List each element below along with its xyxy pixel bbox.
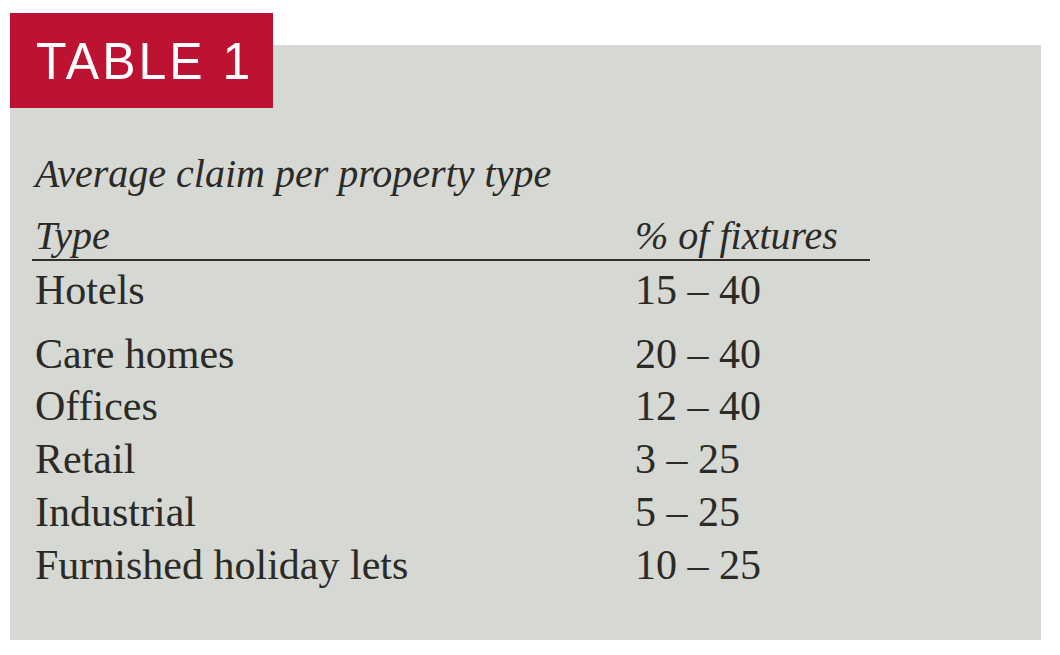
column-header-type: Type bbox=[35, 213, 110, 258]
table-badge-label: TABLE 1 bbox=[36, 35, 253, 87]
table-badge: TABLE 1 bbox=[10, 13, 273, 108]
row-value: 20 – 40 bbox=[635, 332, 761, 376]
row-type-label: Care homes bbox=[35, 331, 234, 377]
row-value: 3 – 25 bbox=[635, 437, 740, 481]
row-type-label: Furnished holiday lets bbox=[35, 542, 408, 588]
table-row: Offices 12 – 40 bbox=[35, 384, 870, 428]
table-row: Industrial 5 – 25 bbox=[35, 490, 870, 534]
table-row: Retail 3 – 25 bbox=[35, 437, 870, 481]
row-type-label: Offices bbox=[35, 383, 158, 429]
table-title: Average claim per property type bbox=[35, 152, 551, 196]
table-row: Furnished holiday lets 10 – 25 bbox=[35, 543, 870, 587]
column-header-percent-of-fixtures: % of fixtures bbox=[635, 214, 838, 258]
header-rule bbox=[32, 259, 870, 261]
row-value: 15 – 40 bbox=[635, 268, 761, 312]
table-header-row: Type % of fixtures bbox=[35, 214, 870, 258]
row-value: 10 – 25 bbox=[635, 543, 761, 587]
table-row: Hotels 15 – 40 bbox=[35, 268, 870, 312]
table-row: Care homes 20 – 40 bbox=[35, 332, 870, 376]
row-value: 12 – 40 bbox=[635, 384, 761, 428]
row-type-label: Industrial bbox=[35, 489, 196, 535]
row-value: 5 – 25 bbox=[635, 490, 740, 534]
row-type-label: Hotels bbox=[35, 267, 145, 313]
row-type-label: Retail bbox=[35, 436, 135, 482]
